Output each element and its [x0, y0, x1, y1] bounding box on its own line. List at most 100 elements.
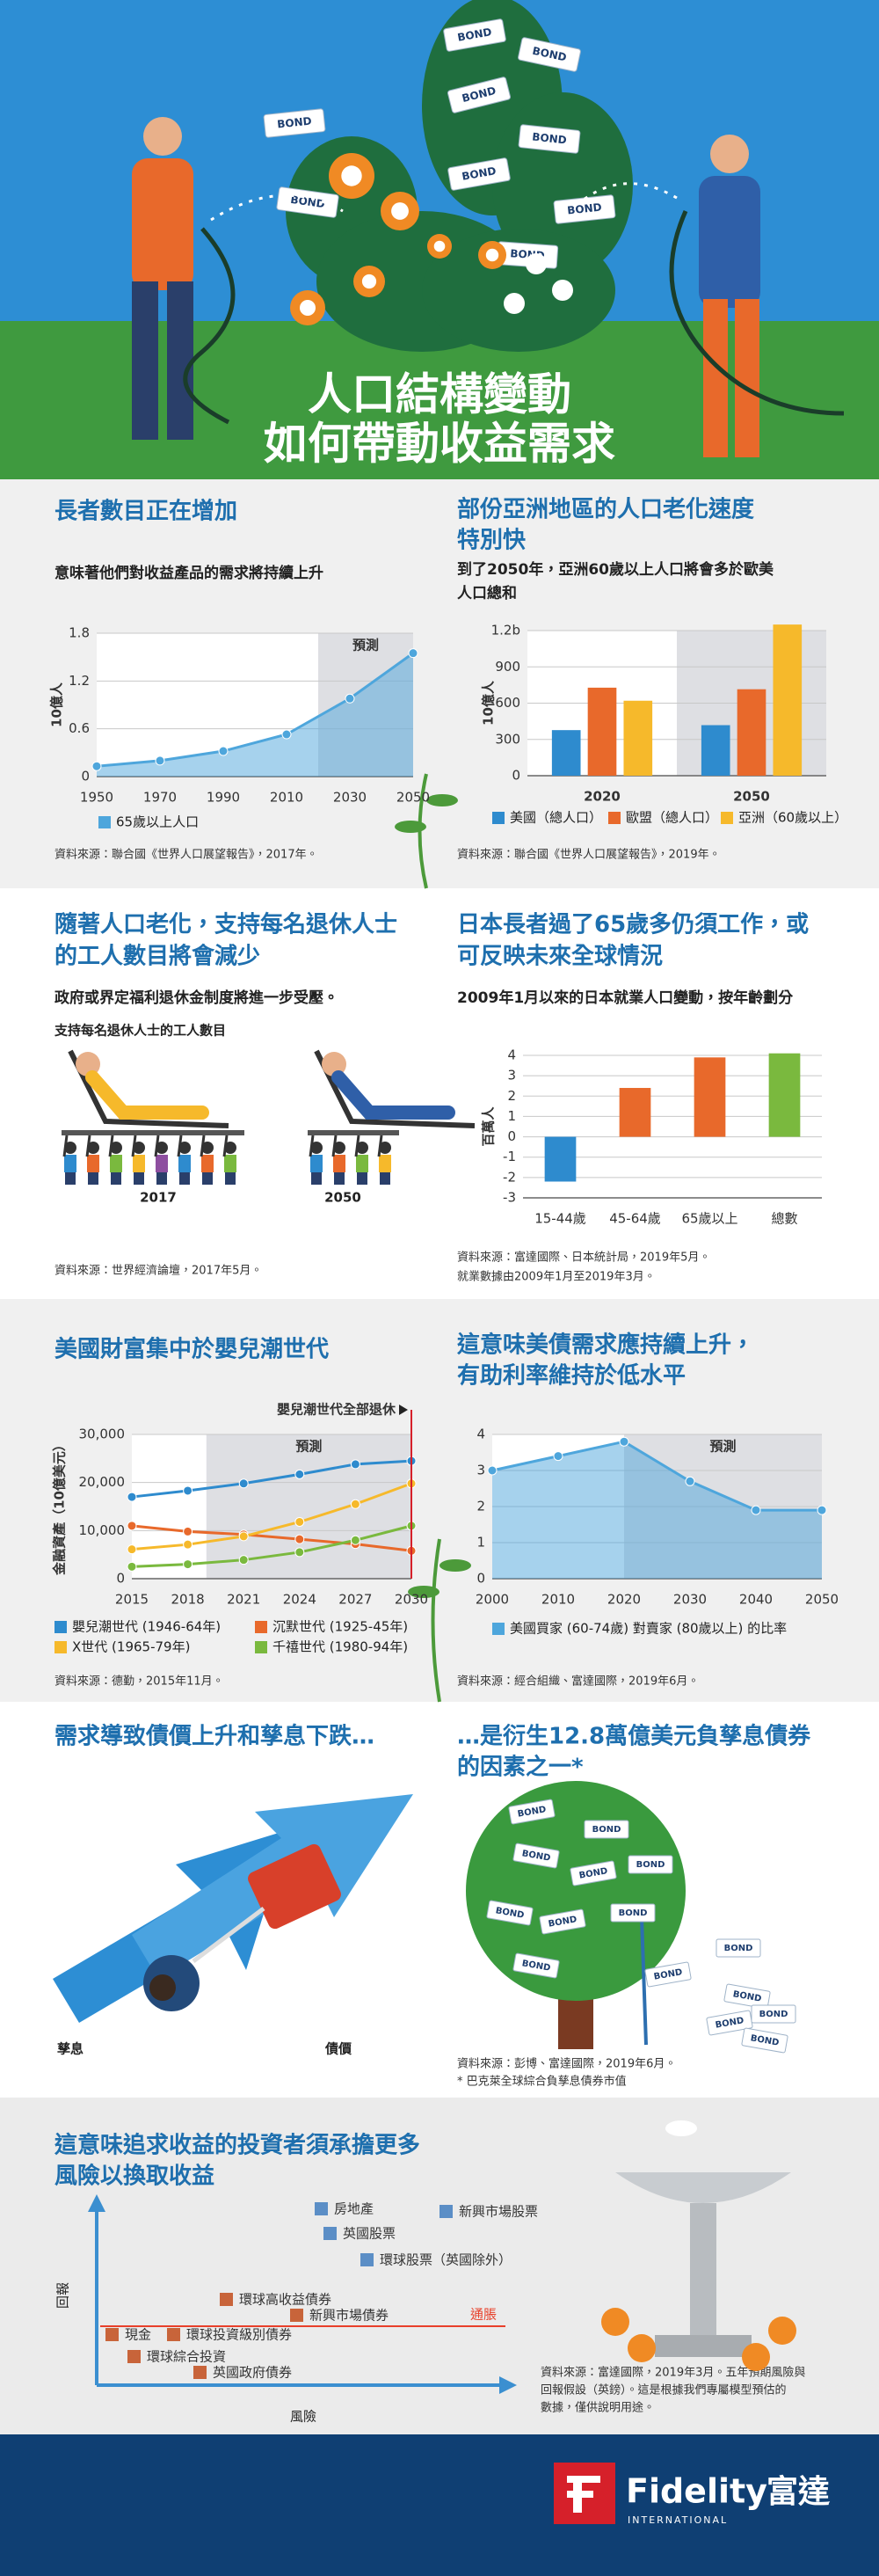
hose: [669, 209, 845, 416]
forecast-label: 預測: [709, 1439, 736, 1455]
bond-tag-label: BOND: [456, 26, 492, 44]
panel-subtitle: 到了2050年，亞洲60歲以上人口將會多於歐美: [457, 560, 774, 579]
axis-label: 風險: [290, 2409, 316, 2425]
section-bg: [0, 2098, 879, 2434]
asset-marker: [220, 2293, 233, 2306]
line: [131, 1459, 412, 1499]
y-tick-label: 2: [476, 1499, 485, 1514]
worker-head: [178, 1142, 191, 1154]
asset-label: 新興市場股票: [459, 2204, 538, 2220]
panel-title: 有助利率維持於低水平: [457, 1362, 686, 1390]
point: [127, 1544, 137, 1555]
legend-label: 美國買家 (60-74歲) 對賣家 (80歲以上) 的比率: [510, 1621, 787, 1637]
x-tick-label: 2040: [739, 1592, 773, 1608]
bond-tag: [263, 108, 326, 138]
person-leg: [132, 281, 158, 440]
worker-head: [356, 1142, 368, 1154]
bar: [551, 730, 581, 776]
person-head: [149, 1974, 176, 2001]
worker-body: [64, 1155, 76, 1172]
panel-title: 這意味追求收益的投資者須承擔更多: [54, 2132, 420, 2159]
worker-body: [201, 1155, 214, 1172]
line: [491, 1440, 822, 1512]
point: [751, 1505, 761, 1515]
asset-marker: [323, 2227, 337, 2240]
y-axis-label: 百萬人: [481, 1106, 497, 1147]
bar: [587, 687, 617, 776]
asset-label: 現金: [125, 2327, 151, 2343]
panel-title: 的因素之一*: [457, 1754, 584, 1781]
point: [619, 1436, 629, 1447]
y-tick-label: 0: [507, 1128, 516, 1144]
panel-title: 長者數目正在增加: [54, 498, 237, 525]
y-tick-label: 4: [507, 1047, 516, 1063]
source-note: 資料來源：彭博、富達國際，2019年6月。: [457, 2057, 676, 2071]
y-tick-label: 1.2: [69, 673, 90, 689]
y-tick-label: 300: [495, 731, 520, 747]
point: [553, 1451, 563, 1462]
flower-center: [341, 165, 362, 186]
bond-tag-label: BOND: [277, 114, 313, 130]
legend-swatch: [608, 812, 621, 824]
plant-leaf: [395, 821, 426, 833]
mower-handle: [192, 1907, 265, 1963]
worker-legs: [134, 1172, 144, 1185]
point: [127, 1561, 137, 1572]
person-head: [143, 117, 182, 156]
panel-subtitle: 政府或界定福利退休金制度將進一步受壓。: [54, 989, 338, 1007]
bond-tag: [539, 1908, 586, 1935]
x-tick-label: 2000: [476, 1592, 509, 1608]
worker-arms: [108, 1135, 114, 1157]
point: [183, 1485, 193, 1496]
bar: [544, 1136, 577, 1182]
source-note: 資料來源：富達國際、日本統計局，2019年5月。: [457, 1251, 710, 1265]
flower-center: [300, 300, 316, 316]
point: [294, 1534, 305, 1544]
x-tick-label: 2050: [396, 790, 430, 806]
point: [685, 1476, 695, 1486]
point: [127, 1492, 137, 1502]
point: [350, 1499, 360, 1509]
retiree-body: [331, 1070, 455, 1120]
bond-tag-label: BOND: [532, 130, 568, 146]
line: [96, 652, 414, 768]
flower-center: [361, 274, 377, 289]
panel-title: 的工人數目將會減少: [54, 943, 260, 970]
bar: [768, 1053, 801, 1137]
x-tick-label: 2020: [607, 1592, 641, 1608]
plant-leaf: [440, 1559, 471, 1572]
worker-body: [379, 1155, 391, 1172]
worker-legs: [311, 1172, 322, 1185]
asset-marker: [315, 2202, 328, 2215]
y-tick-label: 3: [507, 1068, 516, 1084]
logo-mark: [567, 2476, 600, 2483]
y-tick-label: 10,000: [79, 1522, 126, 1538]
bar: [773, 624, 803, 776]
bond-tag-label: BOND: [461, 164, 497, 183]
flower: [742, 2343, 770, 2371]
bar: [694, 1057, 726, 1137]
hero-title: 如何帶動收益需求: [264, 419, 615, 470]
y-axis-label: 金融資產（10億美元）: [52, 1438, 68, 1576]
line: [131, 1524, 412, 1552]
person-leg: [735, 299, 759, 457]
bond-tag: [486, 1900, 534, 1926]
flower: [601, 2308, 629, 2336]
y-tick-label: 1: [507, 1108, 516, 1124]
brand-sub: INTERNATIONAL: [628, 2514, 728, 2526]
source-note: 資料來源：經合組織、富達國際，2019年6月。: [457, 1675, 699, 1689]
worker-arms: [154, 1135, 160, 1157]
brand-zh: 富達: [766, 2473, 831, 2510]
flower: [628, 2334, 656, 2362]
birdbath: [615, 2172, 791, 2203]
area: [492, 1441, 822, 1579]
legend-swatch: [54, 1641, 67, 1653]
white-flower: [552, 280, 573, 301]
bar: [623, 700, 653, 776]
bond-tag: [751, 2004, 796, 2024]
white-flower: [526, 253, 547, 274]
legend-label: 65歲以上人口: [116, 814, 199, 830]
panel-title: 部份亞洲地區的人口老化速度: [457, 496, 754, 523]
y-tick-label: 0: [81, 769, 90, 784]
